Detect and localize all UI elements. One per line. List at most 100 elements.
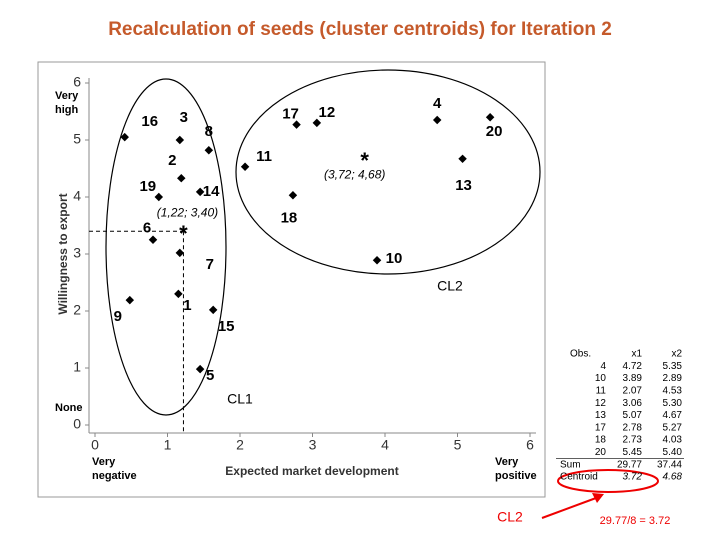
data-point	[148, 235, 158, 244]
table-cell: 5.07	[623, 410, 643, 421]
table-cell: 3.06	[623, 398, 643, 409]
x-tick-label: 3	[309, 437, 317, 453]
x-tick-label: 2	[236, 437, 244, 453]
table-cell: Centroid	[560, 472, 598, 483]
table-cell: 5.30	[663, 398, 683, 409]
formula: 29.77/8 = 3.72	[600, 515, 671, 527]
point-label: 10	[386, 250, 403, 267]
table-cell: 5.45	[623, 447, 643, 458]
y-tick-label: 4	[73, 188, 81, 204]
chart-frame	[37, 61, 546, 498]
table-cell: 2.78	[623, 422, 643, 433]
data-point	[292, 120, 301, 129]
table-cell: 18	[595, 435, 607, 446]
y-tick-label: 5	[73, 131, 81, 147]
x-tick-label: 1	[164, 437, 172, 453]
point-label: 2	[168, 152, 176, 169]
table-cell: 4	[600, 361, 606, 372]
table-cell: 5.40	[663, 447, 683, 458]
point-label: 17	[282, 106, 299, 123]
point-label: 13	[455, 177, 472, 194]
data-point	[458, 154, 467, 164]
table-cell: 3.89	[623, 373, 643, 384]
data-point	[195, 187, 205, 197]
point-label: 7	[206, 256, 214, 273]
point-label: 12	[319, 104, 336, 121]
centroid-marker: *	[179, 221, 188, 246]
table-cell: 4.72	[623, 361, 643, 372]
point-label: 8	[205, 123, 213, 140]
data-point	[195, 364, 205, 374]
point-label: 4	[433, 95, 442, 112]
table-cell: 12	[595, 398, 607, 409]
data-point	[154, 192, 164, 202]
x-axis-title: Expected market development	[225, 464, 398, 478]
y-axis-title: Willingness to export	[56, 193, 70, 314]
data-point	[175, 135, 185, 145]
y-tick-label: 6	[73, 74, 81, 90]
table-cell: 2.89	[663, 373, 683, 384]
data-point	[312, 118, 322, 128]
table-cell: 4.03	[663, 435, 683, 446]
data-point	[432, 115, 442, 125]
table-cell: 3.72	[623, 472, 643, 483]
point-label: 20	[486, 123, 503, 140]
point-label: 11	[256, 148, 272, 165]
x-tick-label: 4	[381, 437, 389, 453]
centroid-label: (3,72; 4,68)	[324, 167, 385, 181]
centroid-label: (1,22; 3,40)	[157, 205, 218, 219]
data-point	[175, 248, 185, 258]
table-cell: 20	[595, 447, 607, 458]
table-cell: 5.35	[663, 361, 683, 372]
axis-annotation: Very positive	[495, 456, 537, 482]
y-tick-label: 1	[73, 359, 81, 375]
axis-annotation: Very high	[55, 90, 79, 116]
table-cell: 13	[595, 410, 607, 421]
centroid-highlight	[557, 469, 659, 493]
table-cell: 4.53	[663, 386, 683, 397]
table-cell: Sum	[560, 459, 581, 470]
point-label: 14	[203, 183, 220, 200]
data-point	[288, 191, 298, 200]
data-point	[174, 289, 183, 299]
table-cell: 37.44	[657, 459, 682, 470]
callout-label: CL2	[497, 509, 523, 525]
data-point	[120, 132, 129, 142]
table-cell: 29.77	[617, 459, 642, 470]
y-tick-label: 2	[73, 302, 81, 318]
point-label: 1	[183, 297, 191, 314]
axis-annotation: None	[55, 402, 83, 414]
centroid-marker: *	[360, 148, 369, 173]
y-tick-label: 0	[73, 416, 81, 432]
point-label: 16	[141, 113, 158, 130]
table-cell: 10	[595, 373, 607, 384]
table-cell: 5.27	[663, 422, 683, 433]
table-cell: 17	[595, 422, 607, 433]
table-header: Obs.	[570, 349, 591, 360]
point-label: 19	[139, 178, 156, 195]
data-point	[177, 173, 186, 183]
axis-annotation: Very negative	[92, 456, 137, 482]
point-label: 9	[114, 308, 122, 325]
slide-title: Recalculation of seeds (cluster centroid…	[108, 19, 612, 40]
point-label: 5	[206, 367, 214, 384]
point-label: 6	[143, 220, 151, 237]
table-header: x1	[631, 349, 642, 360]
x-tick-label: 0	[91, 437, 99, 453]
table-cell: 2.07	[623, 386, 643, 397]
point-label: 3	[180, 109, 188, 126]
table-cell: 4.68	[663, 472, 683, 483]
cluster-1-outline	[105, 78, 227, 416]
x-tick-label: 5	[454, 437, 462, 453]
table-cell: 4.67	[663, 410, 683, 421]
y-tick-label: 3	[73, 245, 81, 261]
table-cell: 11	[596, 386, 607, 397]
point-label: 18	[281, 209, 298, 226]
callout-arrowhead	[592, 493, 604, 503]
cluster-2-outline	[235, 69, 541, 275]
table-cell: 2.73	[623, 435, 643, 446]
data-point	[125, 295, 135, 305]
